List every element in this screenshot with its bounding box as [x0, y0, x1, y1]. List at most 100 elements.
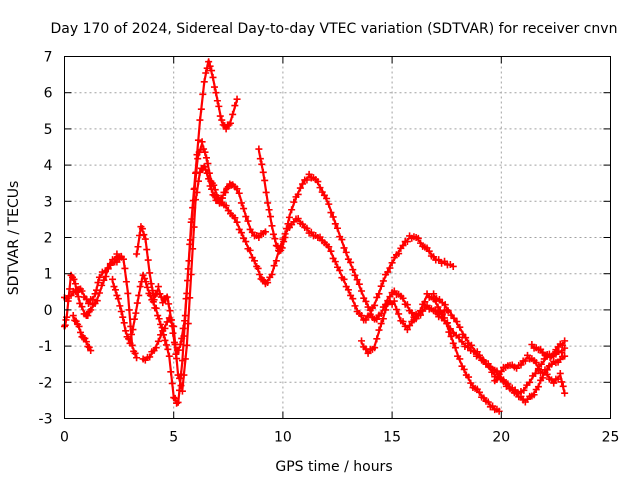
data-point: [256, 155, 264, 163]
data-point: [200, 145, 208, 153]
data-point: [166, 307, 174, 315]
data-point: [349, 295, 357, 303]
data-point: [113, 250, 121, 258]
data-point: [136, 283, 144, 291]
series-trace: [142, 164, 455, 391]
data-point: [210, 192, 218, 200]
data-point: [152, 291, 159, 299]
data-point: [144, 256, 152, 264]
data-point: [395, 310, 403, 318]
data-point: [246, 246, 254, 254]
data-point: [176, 374, 184, 382]
data-point: [331, 258, 339, 266]
data-point: [202, 154, 210, 162]
data-point: [561, 337, 569, 345]
data-point: [303, 176, 311, 184]
data-point: [167, 316, 175, 324]
data-point: [143, 246, 151, 254]
data-point: [162, 341, 170, 349]
data-point: [126, 339, 134, 347]
data-point: [449, 262, 457, 270]
data-point: [271, 235, 279, 243]
data-point: [110, 283, 118, 291]
data-point: [242, 213, 250, 221]
data-point: [85, 343, 93, 351]
data-point: [104, 265, 112, 273]
data-point: [134, 243, 142, 251]
x-tick-label: 5: [169, 430, 178, 446]
data-point: [154, 312, 162, 320]
data-point: [261, 228, 269, 236]
data-point: [460, 365, 468, 373]
data-point: [194, 177, 202, 185]
data-point: [85, 299, 93, 307]
data-point: [187, 271, 195, 278]
data-point: [116, 302, 124, 310]
y-tick-label: 0: [44, 303, 53, 319]
data-point: [399, 318, 407, 326]
data-point: [82, 338, 90, 346]
series-trace: [63, 254, 138, 359]
data-point: [465, 373, 473, 381]
data-point: [285, 213, 293, 221]
data-point: [143, 283, 151, 291]
data-point: [296, 184, 304, 192]
data-point: [558, 378, 566, 386]
y-tick-label: -1: [39, 339, 53, 355]
data-point: [272, 257, 280, 265]
data-point: [170, 394, 178, 402]
data-point: [272, 242, 280, 250]
data-point: [235, 189, 243, 197]
data-point: [78, 303, 86, 311]
data-point: [344, 286, 352, 294]
data-point: [138, 225, 146, 233]
data-point: [206, 62, 214, 70]
data-point: [192, 196, 200, 204]
data-point: [390, 287, 398, 295]
data-point: [141, 235, 149, 243]
data-point: [373, 293, 381, 301]
data-point: [445, 328, 453, 336]
data-point: [258, 160, 266, 168]
y-tick-label: 6: [44, 86, 53, 102]
data-point: [152, 304, 160, 312]
data-point: [259, 168, 267, 176]
data-point: [119, 313, 127, 321]
y-tick-label: -2: [39, 375, 53, 391]
data-point: [259, 276, 267, 284]
data-point: [157, 320, 165, 328]
data-point: [561, 352, 569, 360]
data-point: [206, 182, 214, 190]
data-point: [303, 224, 311, 232]
data-point: [256, 271, 264, 278]
data-point: [288, 206, 296, 214]
data-point: [78, 287, 86, 295]
data-point: [141, 275, 149, 283]
data-point: [79, 334, 87, 342]
data-point: [495, 407, 503, 415]
data-point: [87, 306, 95, 314]
data-point: [181, 317, 189, 325]
y-axis-title: SDTVAR / TECUs: [6, 181, 22, 296]
data-point: [484, 398, 492, 406]
data-point: [274, 242, 282, 250]
data-point: [489, 402, 497, 410]
data-point: [299, 180, 307, 188]
data-point: [73, 288, 81, 296]
data-point: [208, 185, 216, 193]
data-point: [213, 196, 221, 204]
data-point: [161, 336, 169, 344]
data-point: [449, 339, 457, 347]
data-point: [127, 330, 135, 338]
data-point: [233, 95, 241, 103]
data-point: [202, 166, 210, 174]
data-point: [200, 163, 208, 171]
data-point: [294, 215, 302, 223]
data-point: [421, 298, 429, 306]
data-point: [94, 279, 102, 287]
data-point: [95, 289, 103, 297]
data-point: [331, 220, 339, 228]
y-tick-label: 2: [44, 231, 53, 247]
data-point: [267, 213, 275, 221]
data-point: [558, 341, 566, 349]
